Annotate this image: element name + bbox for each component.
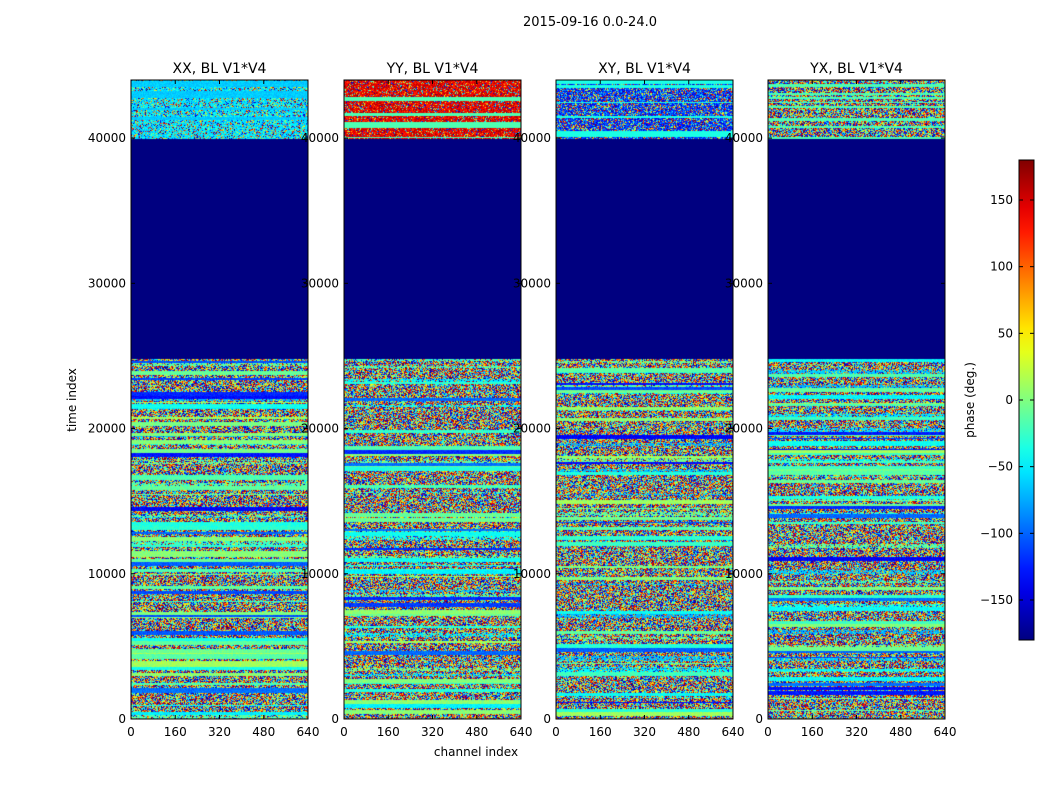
- y-tick-label: 20000: [301, 422, 339, 436]
- x-tick-label: 0: [340, 725, 348, 739]
- x-tick-label: 0: [764, 725, 772, 739]
- y-axis-label: time index: [65, 368, 79, 432]
- x-tick-label: 0: [552, 725, 560, 739]
- y-tick-label: 20000: [725, 422, 763, 436]
- panel: YX, BL V1*V4 0 160 320 480 640 0 10000 20000 3000…: [725, 61, 957, 739]
- y-tick-label: 30000: [725, 276, 763, 290]
- y-tick-label: 10000: [725, 567, 763, 581]
- panel-title: YY, BL V1*V4: [386, 61, 479, 77]
- y-tick-label: 40000: [301, 131, 339, 145]
- x-tick-label: 480: [889, 725, 912, 739]
- x-axis-label: channel index: [434, 745, 518, 759]
- colorbar-tick-label: −150: [980, 593, 1013, 607]
- x-tick-label: 320: [208, 725, 231, 739]
- y-tick-label: 30000: [513, 276, 551, 290]
- panel-title: XX, BL V1*V4: [173, 61, 267, 77]
- y-tick-label: 30000: [88, 276, 126, 290]
- x-tick-label: 160: [801, 725, 824, 739]
- y-tick-label: 10000: [301, 567, 339, 581]
- x-tick-label: 320: [421, 725, 444, 739]
- colorbar-tick-label: 150: [990, 193, 1013, 207]
- y-tick-label: 0: [331, 712, 339, 726]
- x-tick-label: 480: [465, 725, 488, 739]
- x-tick-label: 0: [127, 725, 135, 739]
- y-tick-label: 10000: [88, 567, 126, 581]
- y-tick-label: 20000: [513, 422, 551, 436]
- colorbar: 150 100 50 0 −50 −100 −150: [980, 159, 1035, 641]
- x-tick-label: 160: [164, 725, 187, 739]
- x-tick-label: 480: [252, 725, 275, 739]
- y-tick-label: 40000: [513, 131, 551, 145]
- phase-heatmap-image: [556, 80, 733, 719]
- y-tick-label: 20000: [88, 422, 126, 436]
- phase-heatmap-image: [344, 80, 521, 719]
- colorbar-tick-label: 50: [998, 326, 1013, 340]
- x-tick-label: 640: [934, 725, 957, 739]
- colorbar-tick-label: −100: [980, 526, 1013, 540]
- figure-title: 2015-09-16 0.0-24.0: [523, 15, 657, 30]
- x-tick-label: 480: [677, 725, 700, 739]
- y-tick-label: 10000: [513, 567, 551, 581]
- y-tick-label: 40000: [88, 131, 126, 145]
- x-tick-label: 640: [297, 725, 320, 739]
- x-tick-label: 320: [633, 725, 656, 739]
- x-tick-label: 640: [722, 725, 745, 739]
- y-tick-label: 0: [755, 712, 763, 726]
- x-tick-label: 160: [589, 725, 612, 739]
- panel: XX, BL V1*V4 0 160 320 480 640 0 10000 20000 3000…: [88, 61, 320, 739]
- x-tick-label: 160: [377, 725, 400, 739]
- colorbar-tick-label: 0: [1005, 393, 1013, 407]
- panel-title: XY, BL V1*V4: [598, 61, 691, 77]
- y-tick-label: 0: [118, 712, 126, 726]
- y-tick-label: 30000: [301, 276, 339, 290]
- colorbar-tick-label: −50: [988, 460, 1013, 474]
- y-tick-label: 40000: [725, 131, 763, 145]
- x-tick-label: 320: [845, 725, 868, 739]
- x-tick-label: 640: [510, 725, 533, 739]
- panel: YY, BL V1*V4 0 160 320 480 640 0 10000 20000 3000…: [301, 61, 533, 739]
- y-tick-label: 0: [543, 712, 551, 726]
- colorbar-tick-label: 100: [990, 260, 1013, 274]
- colorbar-label: phase (deg.): [963, 362, 977, 438]
- panel-title: YX, BL V1*V4: [809, 61, 903, 77]
- panel: XY, BL V1*V4 0 160 320 480 640 0 10000 20000 3000…: [513, 61, 745, 739]
- phase-heatmap-image: [131, 80, 308, 719]
- phase-heatmap-image: [768, 80, 945, 719]
- panels: XX, BL V1*V4 0 160 320 480 640 0 10000 20000 3000…: [88, 61, 957, 739]
